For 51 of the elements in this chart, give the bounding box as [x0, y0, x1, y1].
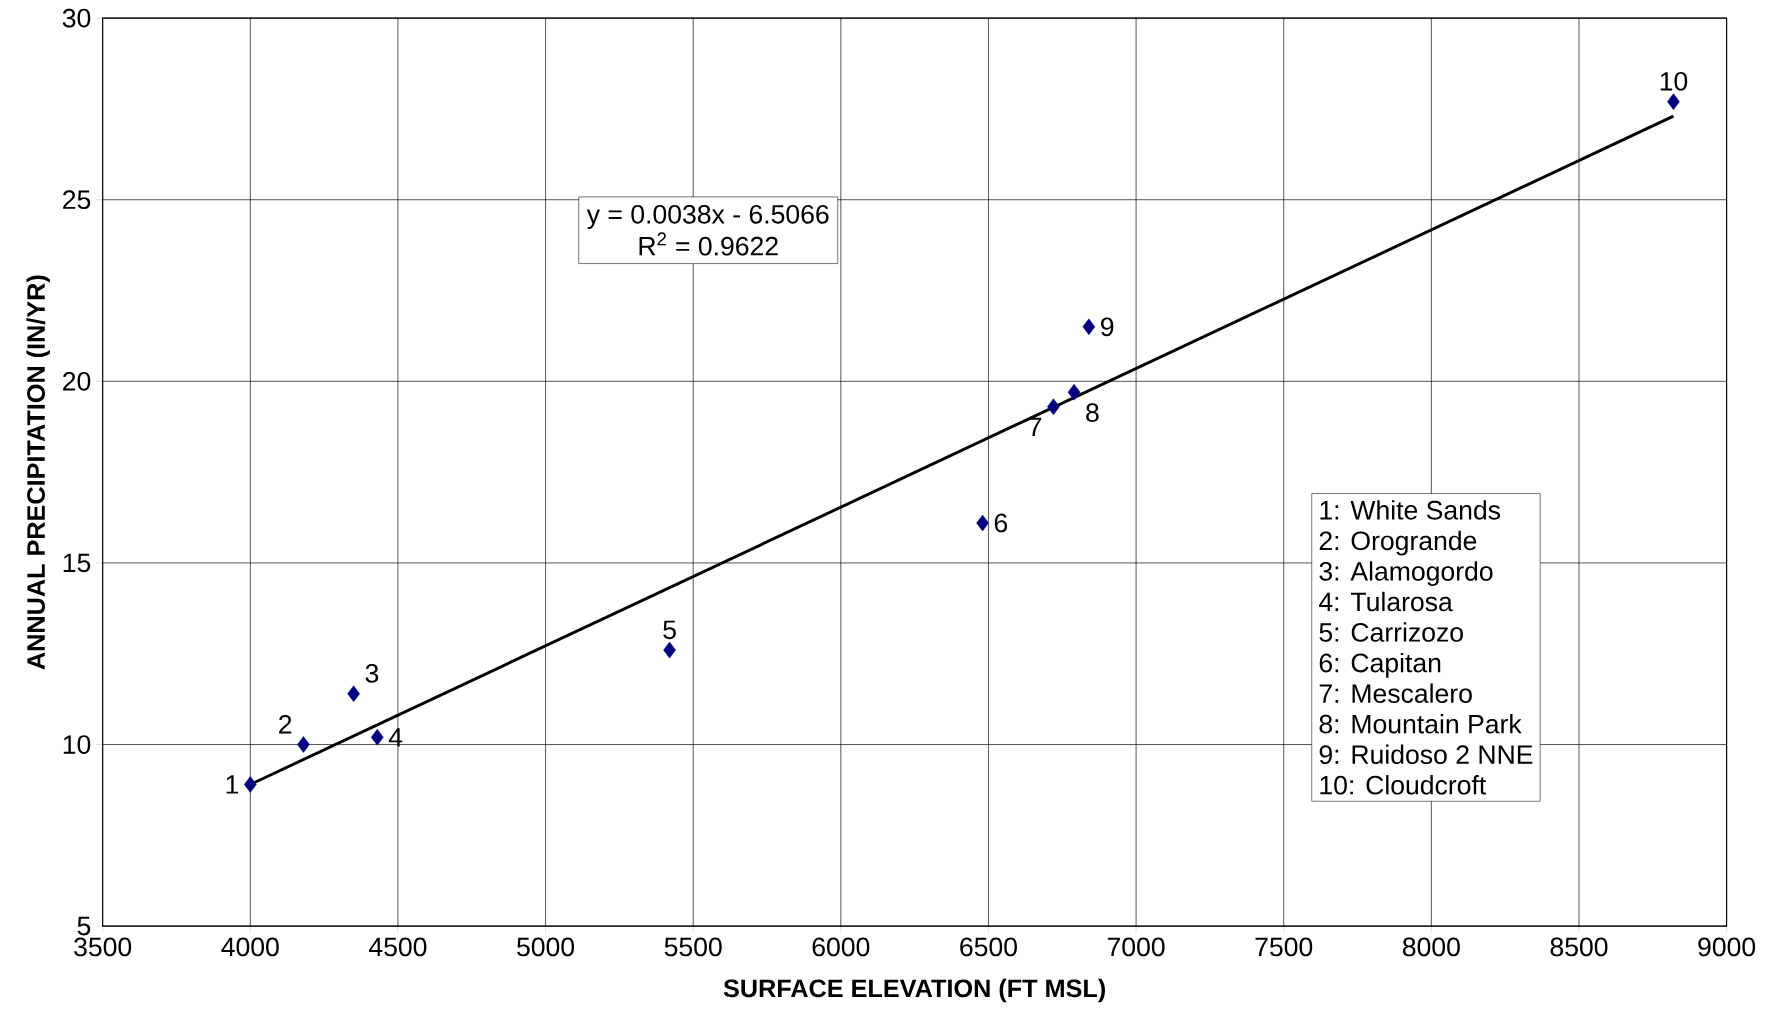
y-axis-title: ANNUAL PRECIPITATION (IN/YR)	[26, 275, 50, 670]
x-tick-label: 5500	[664, 937, 722, 957]
x-tick-label: 4500	[368, 937, 427, 957]
point	[1667, 93, 1680, 110]
x-tick-label: 7500	[1255, 937, 1313, 957]
x-tick-label: 4000	[221, 937, 279, 957]
annotation: 9	[1101, 317, 1114, 337]
annotation: 9: Ruidoso 2 NNE	[1319, 744, 1533, 765]
annotation: R$^{2}$ = 0.9622	[639, 232, 778, 256]
annotation: 6: Capitan	[1319, 652, 1441, 678]
y-tick-label: 15	[63, 553, 91, 573]
annotation: 8: Mountain Park	[1319, 714, 1522, 734]
annotation: 10: Cloudcroft	[1320, 775, 1487, 795]
point	[1047, 398, 1060, 416]
annotation: 8	[1086, 403, 1099, 422]
annotation: 6	[994, 513, 1008, 533]
y-tick-label: 25	[63, 190, 91, 210]
y-tick-label: 20	[63, 371, 91, 391]
point	[370, 729, 384, 746]
annotation: 2	[279, 715, 292, 734]
annotation: y = 0.0038x - 6.5066	[586, 204, 829, 229]
annotation: 5	[663, 620, 676, 640]
point	[976, 514, 989, 532]
x-tick-label: 5000	[517, 937, 575, 957]
point	[1082, 318, 1096, 336]
x-tick-label: 9000	[1698, 937, 1756, 957]
annotation: 1: White Sands	[1320, 500, 1501, 520]
annotation: 3	[365, 663, 379, 683]
y-tick-label: 5	[77, 916, 91, 936]
x-tick-label: 7000	[1107, 937, 1165, 957]
point	[1067, 383, 1081, 401]
annotation: 2: Orogrande	[1319, 530, 1477, 556]
x-tick-label: 6000	[812, 937, 870, 957]
annotation: 10	[1660, 71, 1688, 91]
x-tick-label: 8000	[1402, 937, 1460, 957]
y-tick-label: 10	[63, 735, 91, 754]
point	[663, 641, 676, 659]
annotation: 3: Alamogordo	[1319, 561, 1493, 587]
annotation: 1	[226, 775, 239, 794]
annotation: 4: Tularosa	[1319, 591, 1453, 612]
y-tick-label: 30	[62, 8, 91, 28]
point	[244, 776, 257, 793]
annotation: 5: Carrizozo	[1319, 622, 1463, 642]
annotation: 4	[388, 728, 403, 747]
x-tick-label: 6500	[960, 937, 1017, 957]
point	[347, 685, 360, 702]
x-axis-title: SURFACE ELEVATION (FT MSL)	[723, 978, 1105, 1003]
x-tick-label: 3500	[74, 937, 132, 957]
x-tick-label: 8500	[1550, 937, 1608, 957]
annotation: 7: Mescalero	[1319, 683, 1472, 703]
point	[297, 736, 310, 753]
